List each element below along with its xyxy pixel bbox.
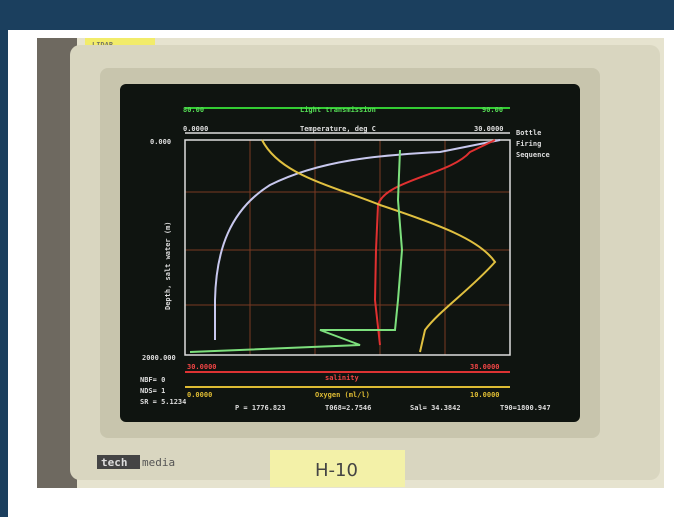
readout: Sal= 34.3842: [410, 404, 461, 412]
oxygen-label: Oxygen (ml/l): [315, 391, 370, 399]
oxygen-min: 0.0000: [187, 391, 212, 399]
temp-label: Temperature, deg C: [300, 125, 376, 133]
status: NBF= 0: [140, 376, 165, 384]
light-min: 80.00: [183, 106, 204, 114]
salinity-max: 38.0000: [470, 363, 500, 371]
brand-text: media: [142, 456, 175, 469]
status: NDS= 1: [140, 387, 165, 395]
readout: T90=1800.947: [500, 404, 551, 412]
brand-box-text: tech: [101, 456, 128, 469]
legend-line: Firing: [516, 140, 541, 148]
light-max: 90.00: [482, 106, 503, 114]
salinity-label: salinity: [325, 374, 360, 382]
legend-line: Sequence: [516, 151, 550, 159]
depth-label: Depth, salt water (m): [164, 221, 172, 310]
oxygen-max: 10.0000: [470, 391, 500, 399]
left-band: [0, 30, 8, 517]
tag-text: H-10: [315, 460, 358, 481]
page: LIDAR 80.00 Light transmission 90.00 0.0…: [0, 0, 674, 517]
light-label: Light transmission: [300, 106, 376, 114]
top-band: [0, 0, 674, 30]
depth-bottom: 2000.000: [142, 354, 176, 362]
depth-top: 0.000: [150, 138, 171, 146]
photo: LIDAR 80.00 Light transmission 90.00 0.0…: [0, 0, 674, 517]
legend-line: Bottle: [516, 129, 541, 137]
salinity-min: 30.0000: [187, 363, 217, 371]
temp-max: 30.0000: [474, 125, 504, 133]
temp-min: 0.0000: [183, 125, 208, 133]
readout: T068=2.7546: [325, 404, 371, 412]
status: SR = 5.1234: [140, 398, 186, 406]
readout: P = 1776.823: [235, 404, 286, 412]
